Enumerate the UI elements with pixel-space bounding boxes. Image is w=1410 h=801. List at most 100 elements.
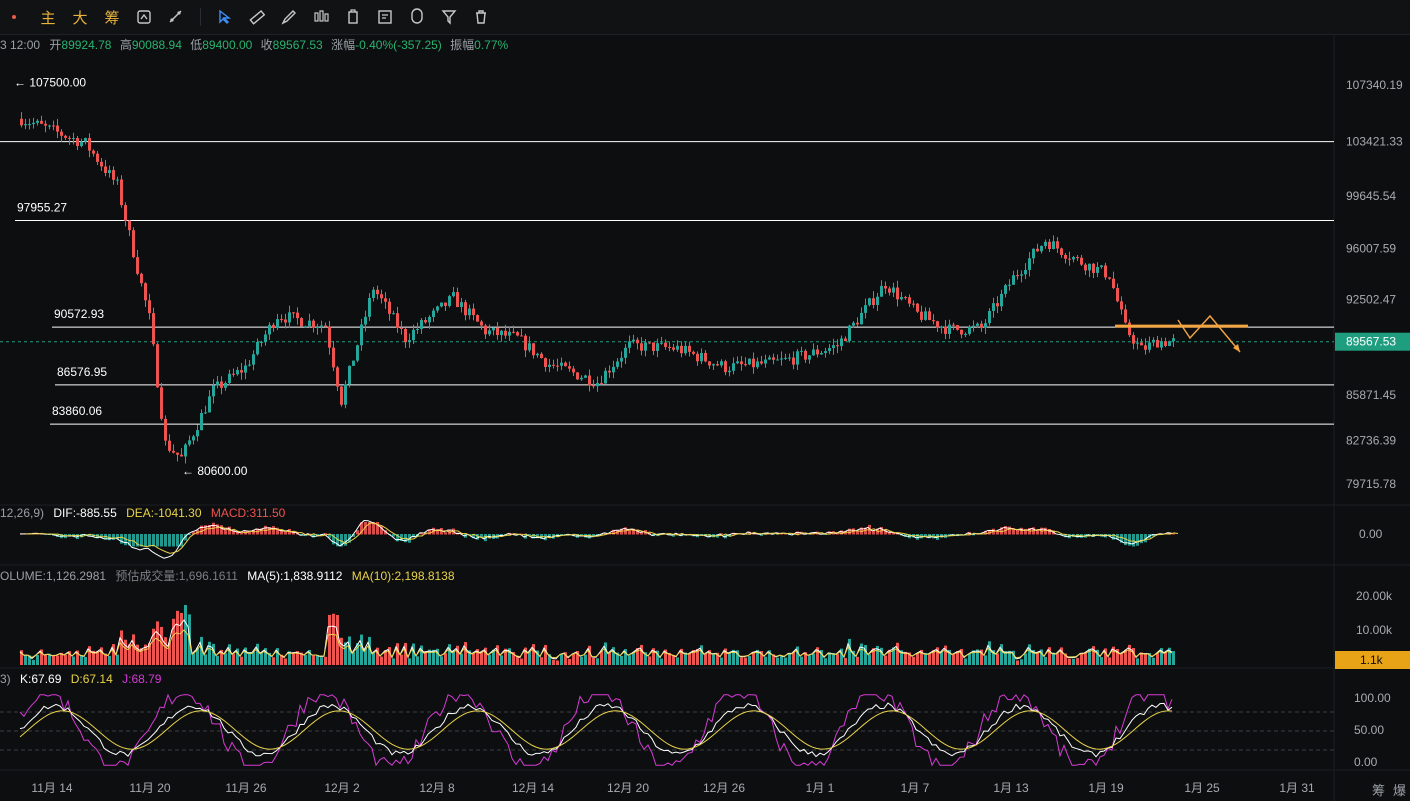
macd-bar [108,534,111,541]
candle-body [512,331,515,333]
volume-ma5: MA(5):1,838.9112 [247,569,343,583]
volume-bar [212,643,215,665]
volume-bar [264,648,267,665]
candle-body [896,287,899,300]
macd-bar [904,534,907,537]
candles-icon[interactable] [308,4,334,30]
macd-bar [892,532,895,535]
price-tick-label: 79715.78 [1346,477,1396,491]
volume-bar [700,645,703,665]
volume-bar [268,652,271,665]
candle-body [1052,241,1055,249]
candle-body [488,330,491,335]
filter-icon[interactable] [436,4,462,30]
candle-body [1168,341,1171,346]
volume-bar [948,649,951,665]
macd-bar [960,534,963,535]
macd-bar [828,531,831,535]
macd-bar [372,522,375,535]
macd-bar [368,522,371,535]
volume-last-tag [1335,651,1410,669]
macd-bar [116,534,119,540]
macd-bar [1000,527,1003,535]
volume-bar [532,644,535,665]
candle-body [516,332,519,336]
volume-bar [672,655,675,665]
magnet-icon[interactable] [404,4,430,30]
big-order-button[interactable]: 大 [72,9,88,27]
candle-body [928,311,931,321]
volume-ma10-line [19,629,1173,659]
volume-bar [1164,651,1167,665]
ruler-icon[interactable] [244,4,270,30]
box-icon[interactable] [340,4,366,30]
candle-body [916,303,919,312]
candle-body [56,125,59,132]
candle-body [548,364,551,368]
candle-body [708,361,711,366]
volume-bar [1156,653,1159,665]
volume-bar [936,647,939,665]
candle-body [188,440,191,445]
cursor-icon[interactable] [212,4,238,30]
volume-bar [236,648,239,665]
candle-body [920,311,923,320]
macd-bar [208,524,211,535]
pen-icon[interactable] [276,4,302,30]
chips-button[interactable]: 筹 [104,9,120,27]
candle-body [1024,269,1027,275]
volume-bar [1136,658,1139,665]
volume-bar [660,658,663,665]
candle-body [872,298,875,305]
volume-bar [664,649,667,665]
volume-bar [224,653,227,665]
volume-bar [260,652,263,665]
trash-icon[interactable] [468,4,494,30]
candle-body [1132,335,1135,344]
candle-body [724,361,727,373]
burst-corner-button[interactable]: 爆 [1393,783,1407,798]
ohlc-legend: 3 12:00 开89924.78 高90088.94 低89400.00 收8… [0,36,513,52]
macd-bar [200,525,203,535]
volume-bar [1120,653,1123,665]
macd-bar [500,534,503,536]
chips-corner-button[interactable]: 筹 [1372,783,1386,798]
candle-body [848,325,851,342]
volume-bar [984,655,987,665]
macd-bar [468,534,471,536]
collapse-dot-icon[interactable] [3,4,29,30]
volume-bar [912,656,915,665]
volume-bar [604,642,607,665]
volume-bar [852,650,855,665]
candle-body [232,373,235,375]
volume-bar [100,647,103,665]
volume-bar [1004,651,1007,665]
volume-bar [880,647,883,665]
volume-bar [976,649,979,665]
note-icon[interactable] [372,4,398,30]
candle-body [688,345,691,352]
candle-body [680,345,683,354]
macd-bar [332,534,335,545]
candle-body [1036,248,1039,252]
candle-body [224,382,227,388]
refresh-icon[interactable] [131,4,157,30]
macd-bar [476,534,479,540]
macd-bar [176,534,179,547]
candle-body [852,322,855,326]
volume-bar [584,654,587,665]
kdj-k-line [19,702,1173,758]
candle-body [856,322,859,325]
candle-body [132,230,135,258]
draw-trend-icon[interactable] [163,4,189,30]
candle-body [288,312,291,323]
candle-body [248,364,251,366]
volume-bar [468,650,471,665]
candle-body [292,312,295,314]
candle-body [572,368,575,373]
candle-body [176,452,179,455]
candle-body [868,298,871,306]
volume-bar [528,651,531,665]
main-indicator-button[interactable]: 主 [40,9,56,27]
